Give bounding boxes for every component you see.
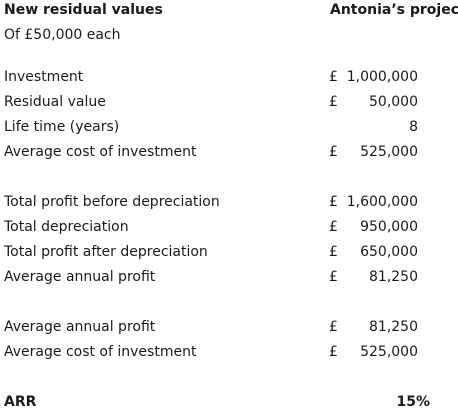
row-value: 950,000 — [360, 219, 418, 235]
project-column-title: Antonia’s project — [330, 2, 458, 18]
row-value: 525,000 — [360, 144, 418, 160]
row-label: Total profit after depreciation — [4, 244, 208, 260]
currency-symbol: £ — [329, 144, 338, 160]
row-label: Total depreciation — [4, 219, 129, 235]
table-row: Total depreciation £ 950,000 — [0, 217, 458, 237]
row-label: Investment — [4, 69, 84, 85]
row-value: 650,000 — [360, 244, 418, 260]
row-label: Total profit before depreciation — [4, 194, 220, 210]
table-row: Life time (years) 8 — [0, 117, 458, 137]
arr-label: ARR — [4, 394, 37, 410]
row-label: Average cost of investment — [4, 144, 197, 160]
subtitle-row: Of £50,000 each — [0, 25, 458, 45]
row-label: Life time (years) — [4, 119, 120, 135]
row-label: Average annual profit — [4, 319, 156, 335]
row-value: 1,600,000 — [346, 194, 418, 210]
table-row: Average annual profit £ 81,250 — [0, 317, 458, 337]
currency-symbol: £ — [329, 344, 338, 360]
table-row: Average annual profit £ 81,250 — [0, 267, 458, 287]
row-value: 1,000,000 — [346, 69, 418, 85]
row-value: 81,250 — [369, 269, 418, 285]
row-value: 525,000 — [360, 344, 418, 360]
currency-symbol: £ — [329, 269, 338, 285]
currency-symbol: £ — [329, 94, 338, 110]
currency-symbol: £ — [329, 69, 338, 85]
row-label: Residual value — [4, 94, 106, 110]
table-row: Total profit after depreciation £ 650,00… — [0, 242, 458, 262]
table-row: Average cost of investment £ 525,000 — [0, 142, 458, 162]
arr-value: 15% — [396, 394, 430, 410]
row-label: Average cost of investment — [4, 344, 197, 360]
currency-symbol: £ — [329, 194, 338, 210]
table-subtitle: Of £50,000 each — [4, 27, 121, 43]
arr-row: ARR 15% — [0, 392, 458, 412]
header-row: New residual values Antonia’s project — [0, 0, 458, 20]
table-row: Investment £ 1,000,000 — [0, 67, 458, 87]
currency-symbol: £ — [329, 319, 338, 335]
table-row: Average cost of investment £ 525,000 — [0, 342, 458, 362]
row-value: 50,000 — [369, 94, 418, 110]
row-value: 8 — [409, 119, 418, 135]
row-value: 81,250 — [369, 319, 418, 335]
row-label: Average annual profit — [4, 269, 156, 285]
table-row: Total profit before depreciation £ 1,600… — [0, 192, 458, 212]
table-title: New residual values — [4, 2, 163, 18]
table-row: Residual value £ 50,000 — [0, 92, 458, 112]
currency-symbol: £ — [329, 219, 338, 235]
currency-symbol: £ — [329, 244, 338, 260]
